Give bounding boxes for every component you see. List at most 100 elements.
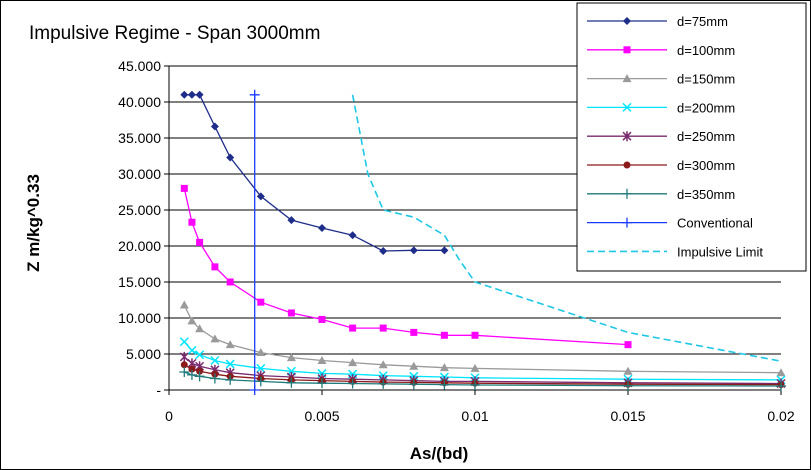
legend-label: d=200mm [677,100,735,115]
series-line [183,341,782,381]
data-point [470,363,480,372]
data-point [439,379,450,390]
data-point [470,379,480,390]
legend-label: d=300mm [677,158,735,173]
data-point [776,368,786,377]
y-tick-label: 15.000 [118,274,161,290]
data-point [209,373,220,384]
data-point [256,348,266,357]
data-point [378,360,388,369]
data-point [347,378,358,389]
legend-item: Impulsive Limit [587,244,763,259]
data-point [187,316,197,325]
data-point [188,365,196,373]
series-line [351,94,782,362]
legend-item: d=75mm [587,14,728,29]
y-tick-label: 5.000 [126,346,161,362]
legend-marker [623,161,631,169]
data-point [623,366,633,375]
x-tick-label: 0.02 [767,408,794,424]
data-point [196,367,204,375]
data-point [225,374,236,385]
series-5 [180,361,785,389]
data-point [287,309,295,317]
data-point [210,334,220,343]
data-point [440,331,448,339]
data-point [179,351,189,362]
data-point [409,246,418,255]
legend-item: d=350mm [587,187,735,202]
data-point [440,246,449,255]
data-point [256,363,266,373]
legend-marker [623,17,631,25]
legend-label: Impulsive Limit [677,244,763,259]
data-point [379,324,387,332]
data-point [194,371,205,382]
data-point [349,324,357,332]
data-point [318,224,326,232]
x-axis-label: As/(bd) [410,444,469,463]
data-point [623,380,633,391]
x-tick-label: 0.005 [304,408,339,424]
series-7 [249,89,260,395]
legend-label: d=250mm [677,129,735,144]
y-tick-label: 25.000 [118,202,161,218]
legend: d=75mm d=100mm d=150mm d=200mm d=250mm d=300m… [576,2,807,272]
data-point [211,263,219,271]
legend-marker [622,131,632,142]
data-point [410,328,418,336]
y-tick-label: 35.000 [118,130,161,146]
data-point [180,90,189,99]
series-0 [180,90,449,256]
data-point [287,216,296,225]
data-point [210,355,220,366]
data-point [180,361,188,369]
legend-item: d=300mm [587,158,735,173]
data-point [348,358,358,367]
series-8 [351,94,782,362]
data-point [179,367,190,377]
data-point [195,90,204,99]
series-line [183,304,782,374]
data-point [225,340,235,349]
data-point [286,377,297,388]
legend-item: d=250mm [587,129,735,144]
data-point [379,247,388,256]
data-point [439,363,449,372]
series-layer [179,89,786,395]
data-point [408,379,419,390]
data-point [255,376,266,387]
data-point [180,184,188,192]
chart-title: Impulsive Regime - Span 3000mm [29,23,320,44]
y-axis-label: Z m/kg^0.33 [24,174,43,272]
legend-label: d=350mm [677,187,735,202]
data-point [187,345,197,355]
data-point [348,231,357,240]
data-point [186,369,197,380]
data-point [471,331,479,339]
y-tick-label: 45.000 [118,58,161,74]
legend-marker [622,188,632,199]
legend-marker [622,102,632,112]
data-point [210,122,219,131]
data-point [179,337,189,347]
legend-label: d=75mm [677,14,728,29]
series-1 [180,184,632,349]
legend-marker [623,46,631,54]
y-tick-label: 10.000 [118,310,161,326]
data-point [378,378,389,389]
data-point [195,350,205,360]
axes: - 5.000 10.000 15.000 20.000 25.000 30.000 35.0… [118,58,795,424]
data-point [225,359,235,369]
data-point [409,361,419,370]
legend-marker [622,74,632,83]
data-point [249,89,260,100]
data-point [196,238,204,246]
legend-item: Conventional [587,216,753,231]
legend-label: Conventional [677,216,753,231]
x-tick-label: 0.01 [461,408,488,424]
data-point [624,341,632,349]
series-2 [179,300,786,377]
